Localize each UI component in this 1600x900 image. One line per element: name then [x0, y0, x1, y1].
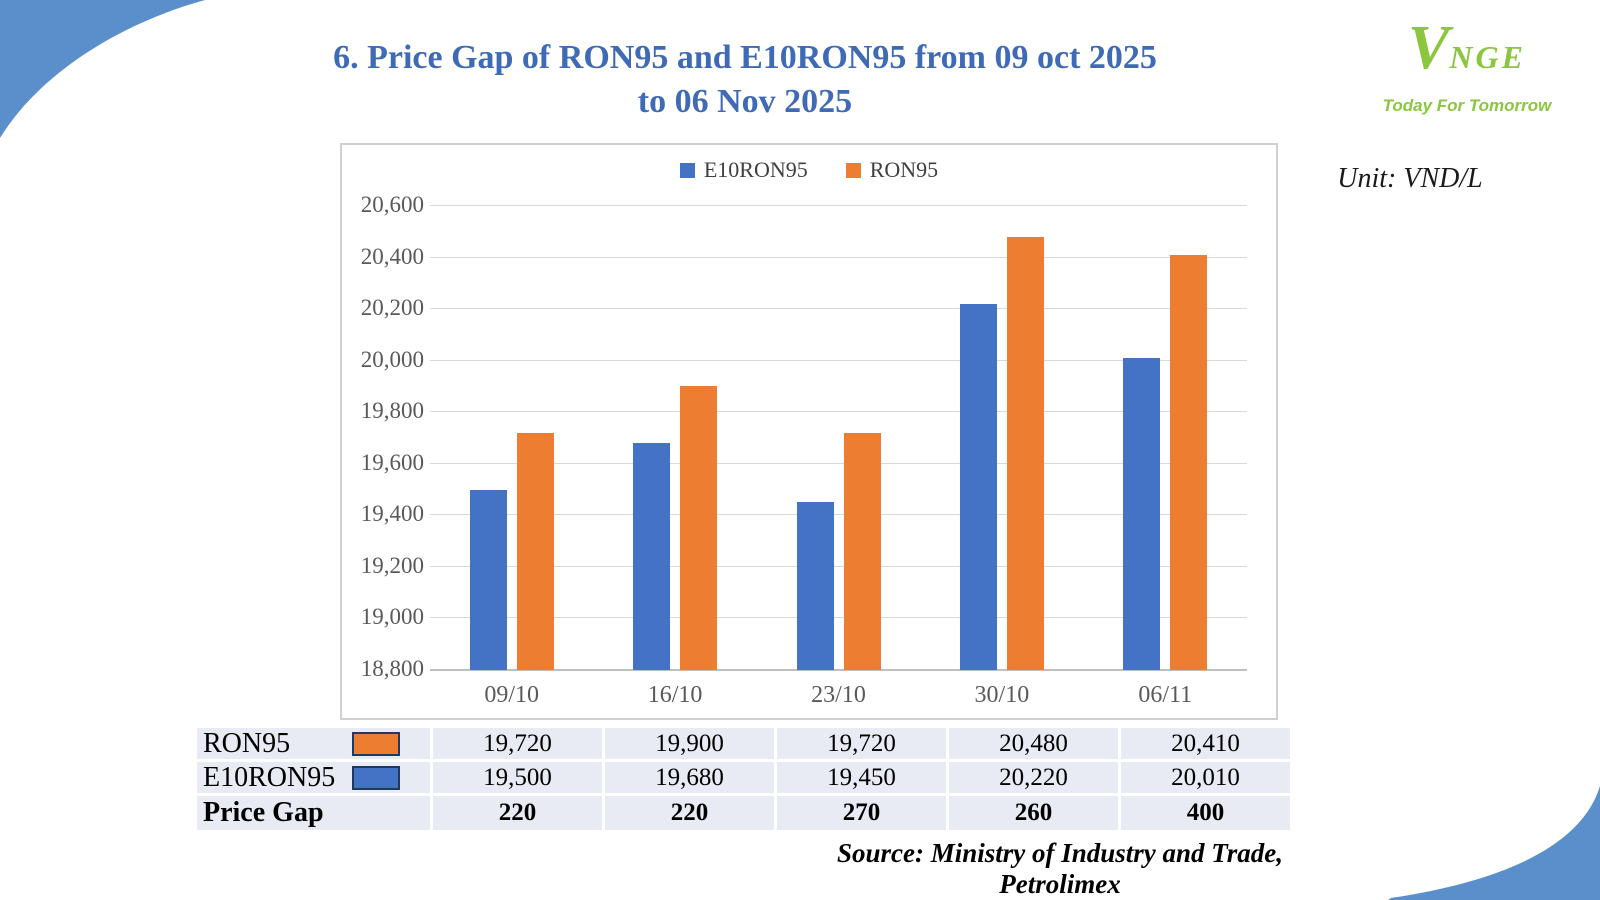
y-tick-label: 19,800 [360, 398, 424, 424]
gridline [430, 411, 1247, 413]
legend-label: E10RON95 [703, 157, 808, 182]
bar-e10ron95-09-10 [469, 490, 507, 670]
legend-item-ron95: RON95 [845, 157, 939, 183]
y-tick-label: 19,600 [360, 449, 424, 475]
table-row-ron95: RON95 19,720 19,900 19,720 20,480 20,410 [197, 728, 1290, 762]
logo-v-glyph: V [1408, 14, 1450, 82]
x-tick-label: 30/10 [974, 682, 1030, 708]
row-label: E10RON95 [197, 762, 430, 796]
table-cell: 220 [430, 796, 602, 830]
table-row-price-gap: Price Gap 220 220 270 260 400 [197, 796, 1290, 830]
table-cell: 19,900 [602, 728, 774, 762]
chart-legend: E10RON95 RON95 [342, 157, 1276, 183]
table-cell: 20,010 [1118, 762, 1290, 796]
table-cell: 19,680 [602, 762, 774, 796]
data-table: RON95 19,720 19,900 19,720 20,480 20,410 E10RO… [197, 728, 1290, 830]
title-line-2: to 06 Nov 2025 [637, 83, 853, 120]
bar-ron95-09-10 [516, 433, 554, 670]
gridline [430, 205, 1247, 206]
table-row-e10ron95: E10RON95 19,500 19,680 19,450 20,220 20,010 [197, 762, 1290, 796]
table-cell: 19,720 [430, 728, 602, 762]
gridline [430, 462, 1247, 464]
table-cell: 400 [1118, 796, 1290, 830]
bar-group-09-10 [430, 206, 593, 670]
page-title: 6. Price Gap of RON95 and E10RON95 from … [200, 36, 1290, 124]
table-cell: 20,220 [946, 762, 1118, 796]
bar-chart: E10RON95 RON95 18,800 19,000 19,200 19,400 19… [340, 143, 1278, 720]
bar-group-16-10 [593, 206, 756, 670]
bar-group-23-10 [757, 206, 920, 670]
gridline [430, 359, 1247, 361]
bar-group-30-10 [920, 206, 1083, 670]
legend-item-e10ron95: E10RON95 [679, 157, 808, 183]
row-label: Price Gap [197, 796, 430, 830]
bar-ron95-06-11 [1170, 255, 1208, 670]
y-tick-label: 20,600 [360, 192, 424, 217]
gridline [430, 308, 1247, 310]
chart-plot-area [430, 206, 1247, 670]
title-line-1: 6. Price Gap of RON95 and E10RON95 from … [333, 39, 1157, 76]
table-cell: 20,410 [1118, 728, 1290, 762]
y-tick-label: 19,400 [360, 501, 424, 527]
gridline [430, 256, 1247, 258]
x-tick-label: 06/11 [1138, 682, 1193, 708]
bottom-right-wave-decoration [1388, 786, 1600, 900]
source-note: Source: Ministry of Industry and Trade, … [836, 838, 1284, 899]
bar-e10ron95-06-11 [1123, 358, 1161, 670]
y-tick-label: 20,200 [360, 295, 424, 321]
bar-ron95-30-10 [1006, 237, 1044, 670]
bar-group-06-11 [1084, 206, 1247, 670]
legend-swatch-icon [845, 162, 861, 178]
logo-nge-text: NGE [1449, 39, 1526, 75]
bar-e10ron95-23-10 [796, 502, 834, 670]
row-series-swatch-icon [352, 731, 400, 756]
row-series-swatch-icon [352, 765, 400, 790]
x-axis-line [430, 669, 1247, 671]
gridline [430, 565, 1247, 567]
y-tick-label: 20,400 [360, 243, 424, 269]
top-left-wave-decoration [0, 0, 205, 138]
bar-e10ron95-16-10 [633, 443, 671, 670]
bar-ron95-16-10 [680, 386, 718, 670]
x-tick-label: 23/10 [811, 682, 866, 708]
x-tick-label: 09/10 [484, 682, 540, 708]
unit-label: Unit: VND/L [1337, 163, 1483, 194]
bar-e10ron95-30-10 [959, 304, 997, 670]
table-cell: 20,480 [946, 728, 1118, 762]
legend-label: RON95 [869, 157, 939, 182]
vnge-logo: VNGE Today For Tomorrow [1378, 17, 1556, 116]
logo-tagline: Today For Tomorrow [1382, 96, 1552, 115]
table-cell: 270 [774, 796, 946, 830]
table-cell: 220 [602, 796, 774, 830]
table-cell: 260 [946, 796, 1118, 830]
gridline [430, 514, 1247, 516]
y-tick-label: 19,000 [360, 604, 424, 630]
y-tick-label: 20,000 [360, 346, 424, 372]
y-tick-label: 18,800 [360, 656, 424, 681]
table-cell: 19,500 [430, 762, 602, 796]
legend-swatch-icon [679, 162, 695, 178]
table-cell: 19,450 [774, 762, 946, 796]
logo-wordmark: VNGE [1378, 17, 1556, 94]
y-tick-label: 19,200 [360, 552, 424, 578]
gridline [430, 617, 1247, 619]
x-tick-label: 16/10 [647, 682, 703, 708]
bar-ron95-23-10 [843, 433, 881, 670]
row-label: RON95 [197, 728, 430, 762]
table-cell: 19,720 [774, 728, 946, 762]
